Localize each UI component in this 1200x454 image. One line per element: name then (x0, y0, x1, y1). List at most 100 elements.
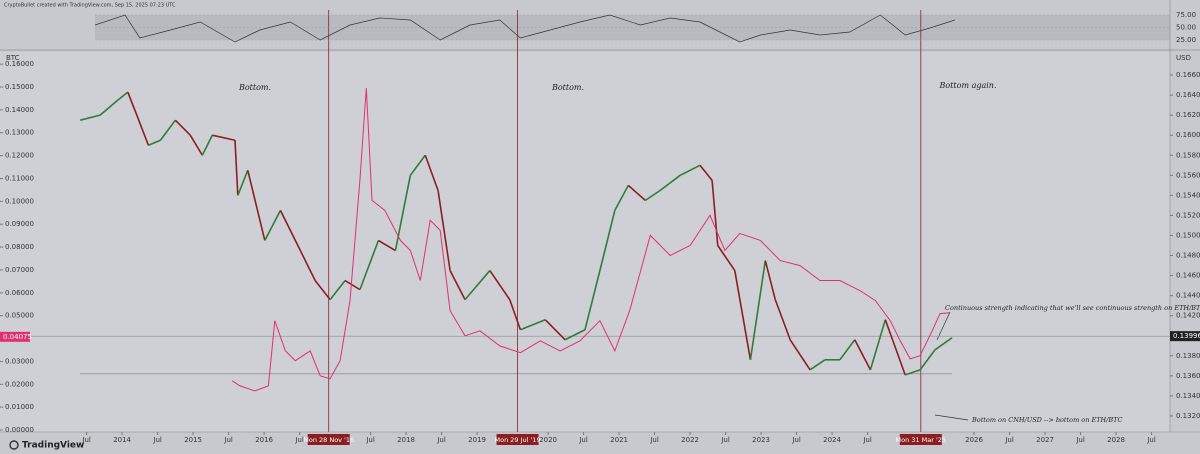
price-segment (520, 318, 546, 331)
price-segment (127, 91, 136, 111)
plot-area (0, 52, 1170, 432)
price-segment (80, 114, 101, 121)
last-price-left-label: 0.04075 (3, 333, 32, 341)
price-segment (117, 91, 129, 101)
y2-tick-label: 0.07000 (5, 266, 34, 274)
annotation: Bottom. (551, 83, 584, 92)
y-tick-label: 0.16000 (1176, 131, 1200, 139)
x-tick-label: Jul (720, 436, 730, 444)
price-segment (934, 337, 953, 351)
price-segment (409, 154, 426, 176)
price-segment (314, 280, 331, 301)
y2-tick-label: 0.01000 (5, 403, 34, 411)
event-label-bg (496, 434, 539, 445)
y2-tick-label: 0.05000 (5, 312, 34, 320)
last-price-badge (1170, 331, 1200, 342)
y2-tick-label: 0.00000 (5, 426, 34, 434)
price-segment (449, 270, 466, 301)
x-tick-label: 2019 (468, 436, 486, 444)
annotation: Bottom. (238, 83, 271, 92)
price-segment (614, 184, 630, 211)
x-tick-label: Jul (294, 436, 304, 444)
right-axis-label: USD (1176, 54, 1191, 62)
price-segment (201, 134, 213, 156)
price-segment (809, 359, 826, 371)
x-tick-label: 2028 (1107, 436, 1125, 444)
x-tick-label: 2014 (113, 436, 131, 444)
price-segment (437, 190, 451, 271)
price-segment (699, 164, 713, 181)
price-segment (159, 119, 177, 141)
price-segment (904, 369, 921, 376)
y2-tick-label: 0.16000 (5, 60, 34, 68)
price-segment (734, 270, 752, 360)
price-segment (189, 134, 204, 156)
price-segment (659, 174, 681, 191)
x-tick-label: Jul (365, 436, 375, 444)
price-segment (711, 180, 719, 246)
x-tick-label: Jul (1004, 436, 1014, 444)
y2-tick-label: 0.15000 (5, 83, 34, 91)
price-segment (464, 270, 491, 301)
price-segment (544, 319, 566, 341)
y2-tick-label: 0.11000 (5, 174, 34, 182)
x-tick-label: 2023 (752, 436, 770, 444)
x-tick-label: Jul (1146, 436, 1156, 444)
y2-tick-label: 0.10000 (5, 197, 34, 205)
x-tick-label: 2015 (184, 436, 202, 444)
x-tick-label: 2024 (823, 436, 841, 444)
rsi-line (94, 14, 956, 43)
header: CryptoBullet created with TradingView.co… (4, 3, 176, 9)
ratio-line (231, 87, 950, 392)
price-segment (764, 260, 777, 300)
x-tick-label: Jul (791, 436, 801, 444)
price-segment (264, 210, 282, 241)
price-segment (299, 250, 316, 281)
price-segment (174, 119, 191, 136)
rsi-tick-label: 25.00 (1176, 36, 1196, 44)
price-segment (679, 164, 701, 177)
annotation: Bottom again. (939, 81, 997, 90)
y2-tick-label: 0.03000 (5, 357, 34, 365)
last-price-label: 0.13996 (1173, 332, 1200, 340)
left-axis-label: BTC (6, 54, 20, 62)
price-segment (584, 270, 601, 330)
x-tick-label: 2026 (965, 436, 983, 444)
price-segment (377, 239, 396, 252)
x-tick-label: Jul (436, 436, 446, 444)
price-segment (246, 170, 266, 241)
y-tick-label: 0.15000 (1176, 231, 1200, 239)
price-segment (644, 189, 661, 202)
price-segment (854, 339, 872, 371)
x-tick-label: 2018 (397, 436, 415, 444)
annotation: Bottom on CNH/USD --> bottom on ETH/BTC (971, 416, 1123, 424)
price-segment (394, 175, 412, 251)
last-price-left-badge (0, 331, 30, 342)
x-tick-label: Jul (1075, 436, 1085, 444)
price-segment (279, 210, 302, 251)
price-segment (234, 140, 239, 196)
price-segment (237, 170, 249, 196)
y2-tick-label: 0.13000 (5, 129, 34, 137)
x-tick-label: 2027 (1036, 436, 1054, 444)
price-segment (99, 99, 119, 116)
rsi-tick-label: 75.00 (1176, 11, 1196, 19)
logo-icon (9, 440, 19, 450)
price-segment (627, 184, 646, 201)
event-label: Mon 28 Nov '16 (303, 436, 354, 444)
price-segment (329, 280, 346, 301)
price-segment (344, 279, 361, 291)
y2-tick-label: 0.12000 (5, 152, 34, 160)
